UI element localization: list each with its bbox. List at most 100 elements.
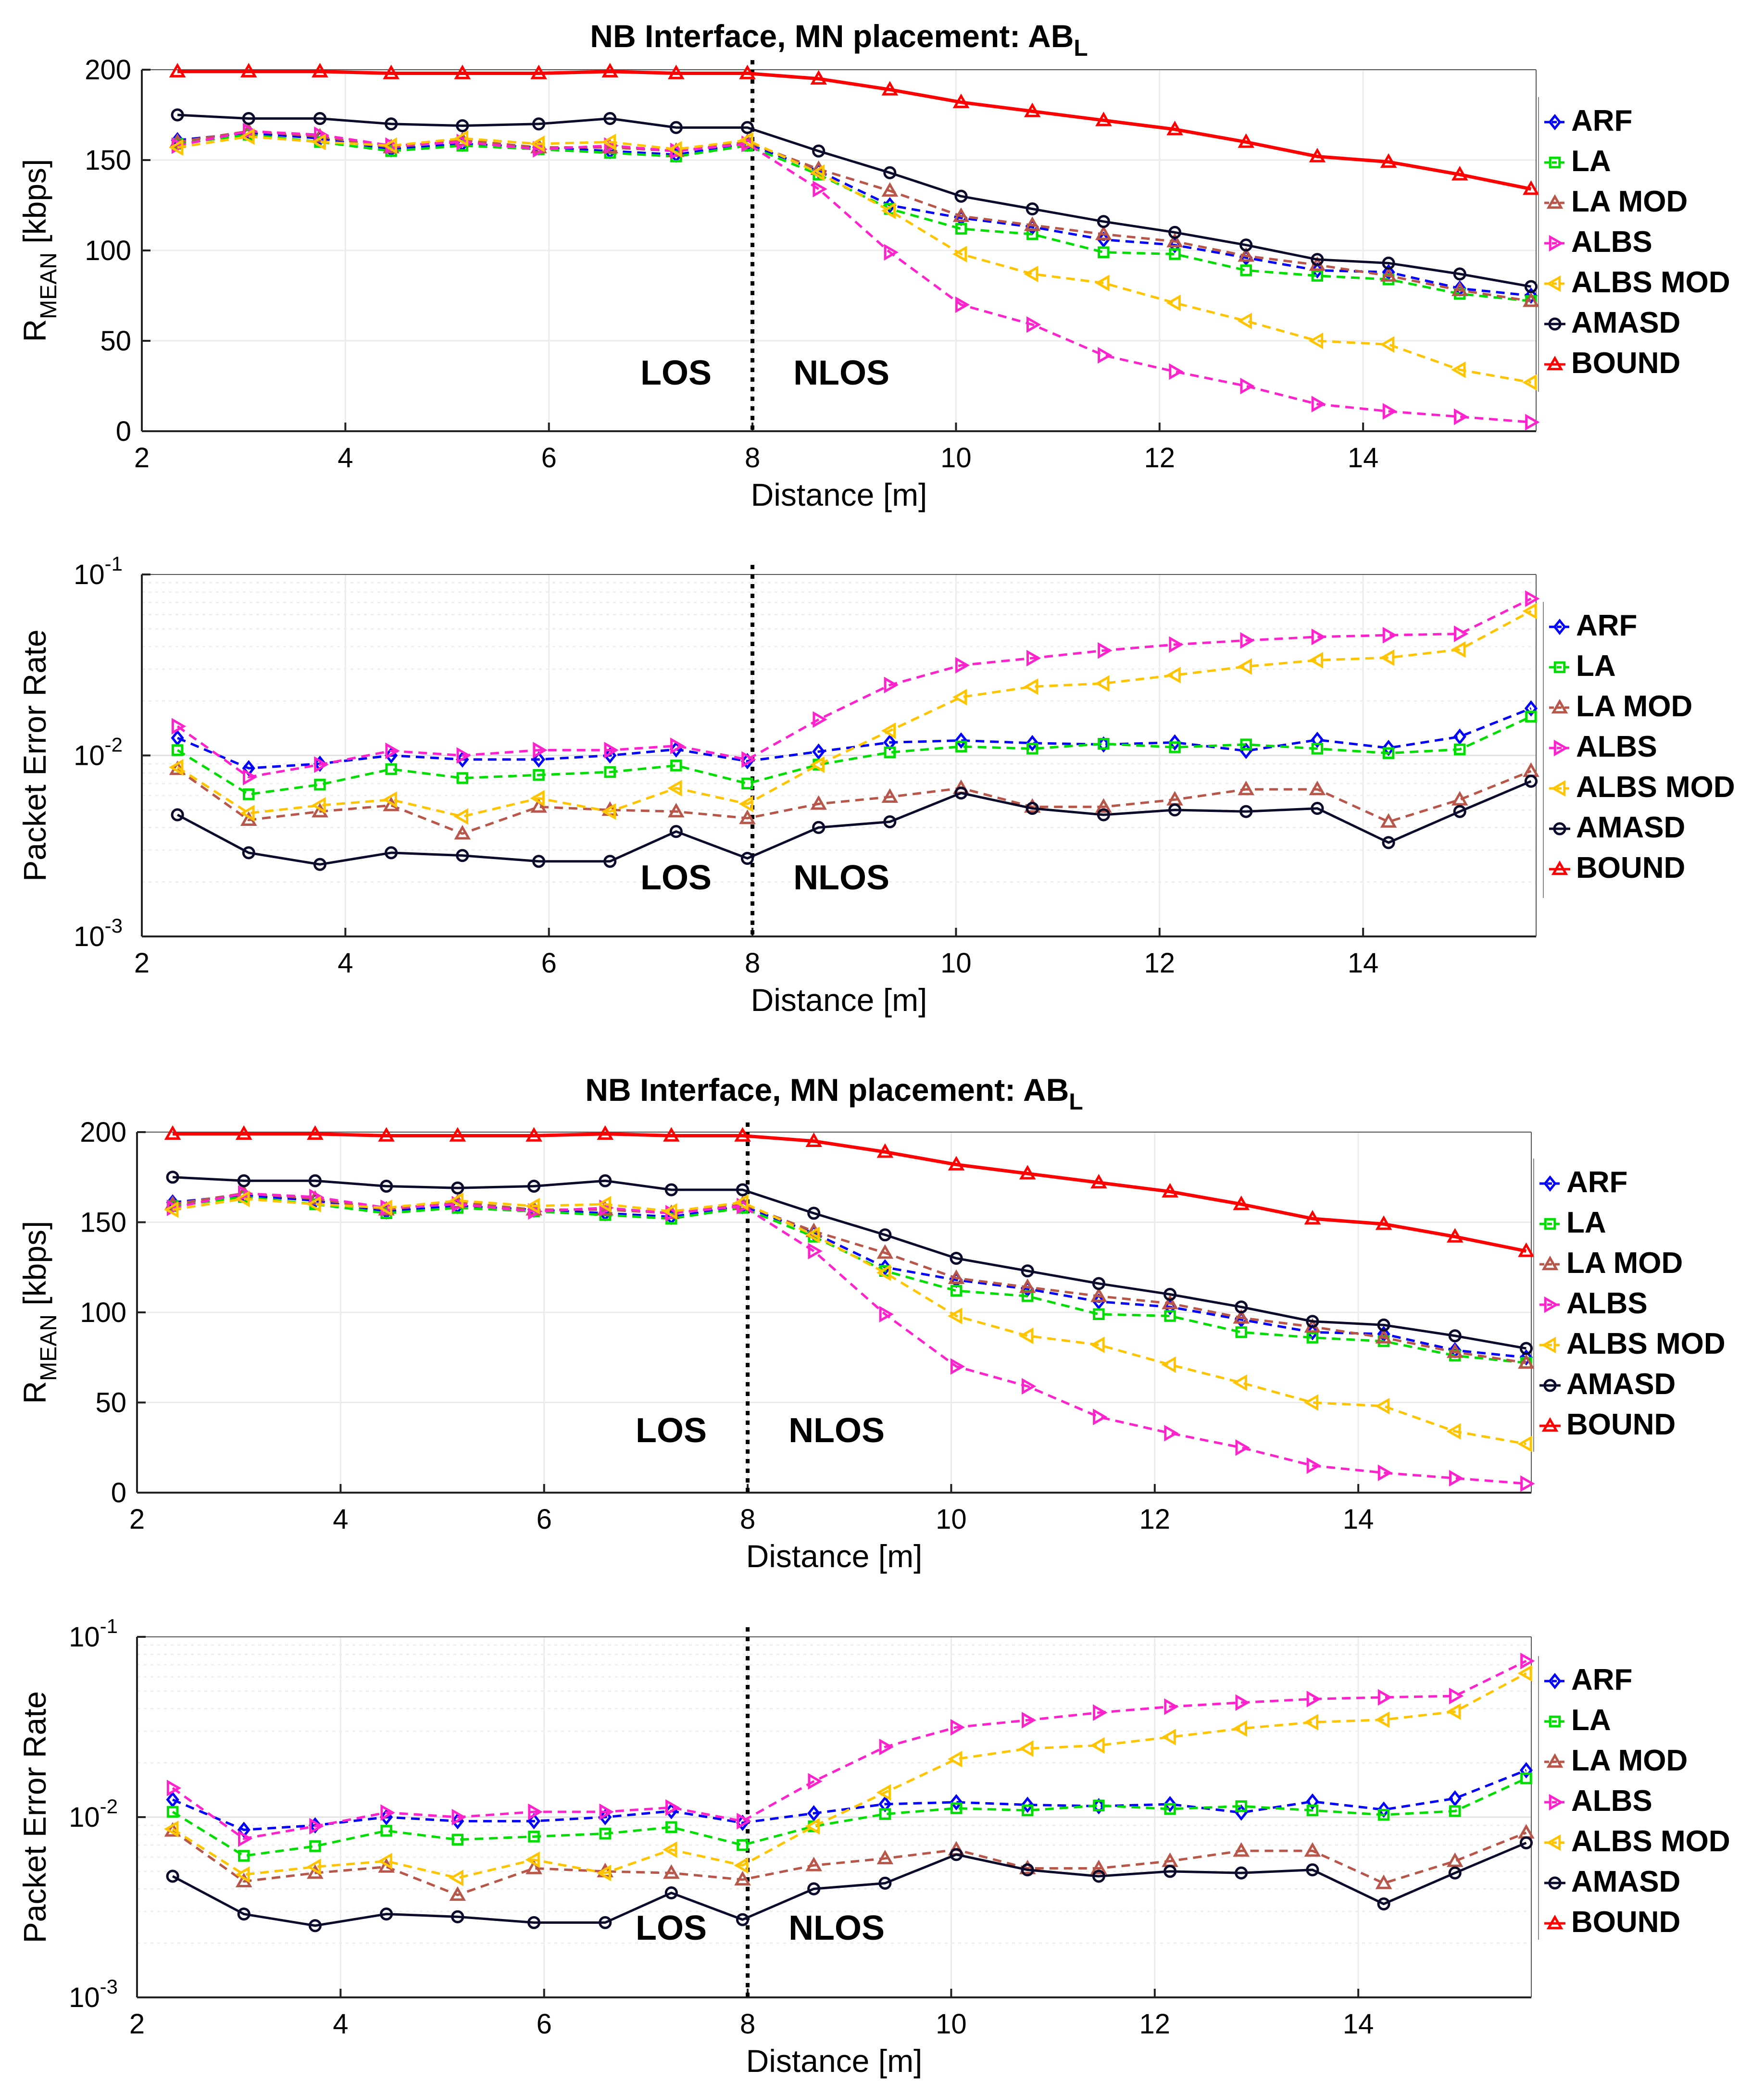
marker [166,1806,179,1818]
marker [1377,1897,1390,1911]
marker [242,112,255,125]
marker [1449,1470,1464,1487]
y-axis-label: RMEAN [kbps] [17,1221,62,1404]
marker [380,1804,395,1821]
y-label-main: R [17,1381,52,1404]
marker [807,1805,821,1822]
marker [525,1127,542,1142]
marker [235,1866,250,1883]
marker [1380,153,1397,168]
series-line [177,707,1532,770]
marker [1166,233,1183,248]
marker [1306,1457,1321,1474]
y-label-sub: MEAN [36,1314,62,1381]
marker [243,123,258,140]
marker [1311,262,1324,279]
marker [663,1203,677,1220]
series-line [177,130,1531,424]
marker [1377,1689,1393,1706]
marker [309,1840,321,1852]
x-tick-label: 4 [338,442,353,474]
series-line [177,113,1531,288]
marker [1446,1228,1464,1243]
marker [311,797,326,814]
marker [808,1243,823,1259]
marker [380,1179,393,1193]
marker [1098,347,1113,364]
marker [663,1864,680,1879]
marker [1306,1804,1319,1817]
y-label-unit: [kbps] [17,1221,52,1314]
legend-label: LA MOD [1566,1247,1683,1280]
marker [1026,202,1039,216]
marker [1026,735,1039,751]
marker [1549,156,1561,169]
marker [950,1719,965,1736]
marker [382,137,397,154]
marker [532,751,546,768]
marker [741,135,756,152]
marker [378,1127,395,1142]
x-tick-label: 8 [745,442,760,474]
legend-item: LA [1539,1206,1606,1239]
legend: ARF LA LA MOD ALBS ALBS MOD AMASD BOUND [1538,1656,1730,1940]
marker [533,141,548,158]
marker [1024,678,1038,695]
marker [1377,1318,1390,1332]
x-tick-label: 8 [745,947,760,979]
legend-item: AMASD [1539,1368,1676,1401]
y-tick-label: 10-2 [69,1795,118,1833]
legend-label: BOUND [1576,851,1685,885]
marker [1311,396,1326,412]
marker [1519,1762,1533,1779]
marker [810,795,827,810]
marker [1092,1798,1105,1815]
marker [530,798,547,813]
marker [665,1799,680,1816]
marker [1095,274,1110,291]
series-amasd [171,774,1538,871]
marker [668,64,685,79]
legend-item: AMASD [1549,811,1685,844]
marker [314,778,326,791]
marker [1451,166,1468,181]
marker [952,246,967,262]
legend-item: ALBS [1544,225,1652,259]
chart-panel-3: 2 4 6 8 10 12 14 0 50 100 150 200 Distance [m] RMEAN … [17,1072,1726,1574]
x-tick-label: 4 [338,947,353,979]
marker [736,1913,750,1926]
legend-item: AMASD [1544,306,1680,339]
y-label-main: R [17,319,52,342]
y-axis-label: RMEAN [kbps] [17,159,62,342]
marker [1546,1753,1564,1768]
marker [456,772,469,784]
marker [380,1907,393,1921]
marker [454,825,471,840]
marker [1240,377,1255,395]
marker [533,769,545,781]
marker [1382,626,1398,644]
marker [1024,798,1041,813]
marker [1524,700,1538,717]
marker [952,93,970,108]
marker [1097,736,1110,753]
marker [1233,1309,1250,1324]
marker [664,1183,678,1197]
series-la-mod [169,122,1539,307]
marker [1019,1278,1036,1293]
marker [603,855,617,868]
marker [805,1132,822,1147]
marker [166,1870,179,1883]
marker [171,730,184,747]
marker [383,64,400,79]
marker [601,62,619,78]
marker [1163,1287,1177,1301]
y-label-main: Packet Error Rate [17,629,52,882]
legend: ARF LA LA MOD ALBS ALBS MOD AMASD BOUND [1538,97,1730,392]
marker [1523,292,1539,307]
y-axis-label: Packet Error Rate [17,1691,52,1944]
legend-item: ALBS MOD [1549,771,1735,804]
series-line [176,768,1532,835]
title-subscript: L [1069,1089,1083,1115]
